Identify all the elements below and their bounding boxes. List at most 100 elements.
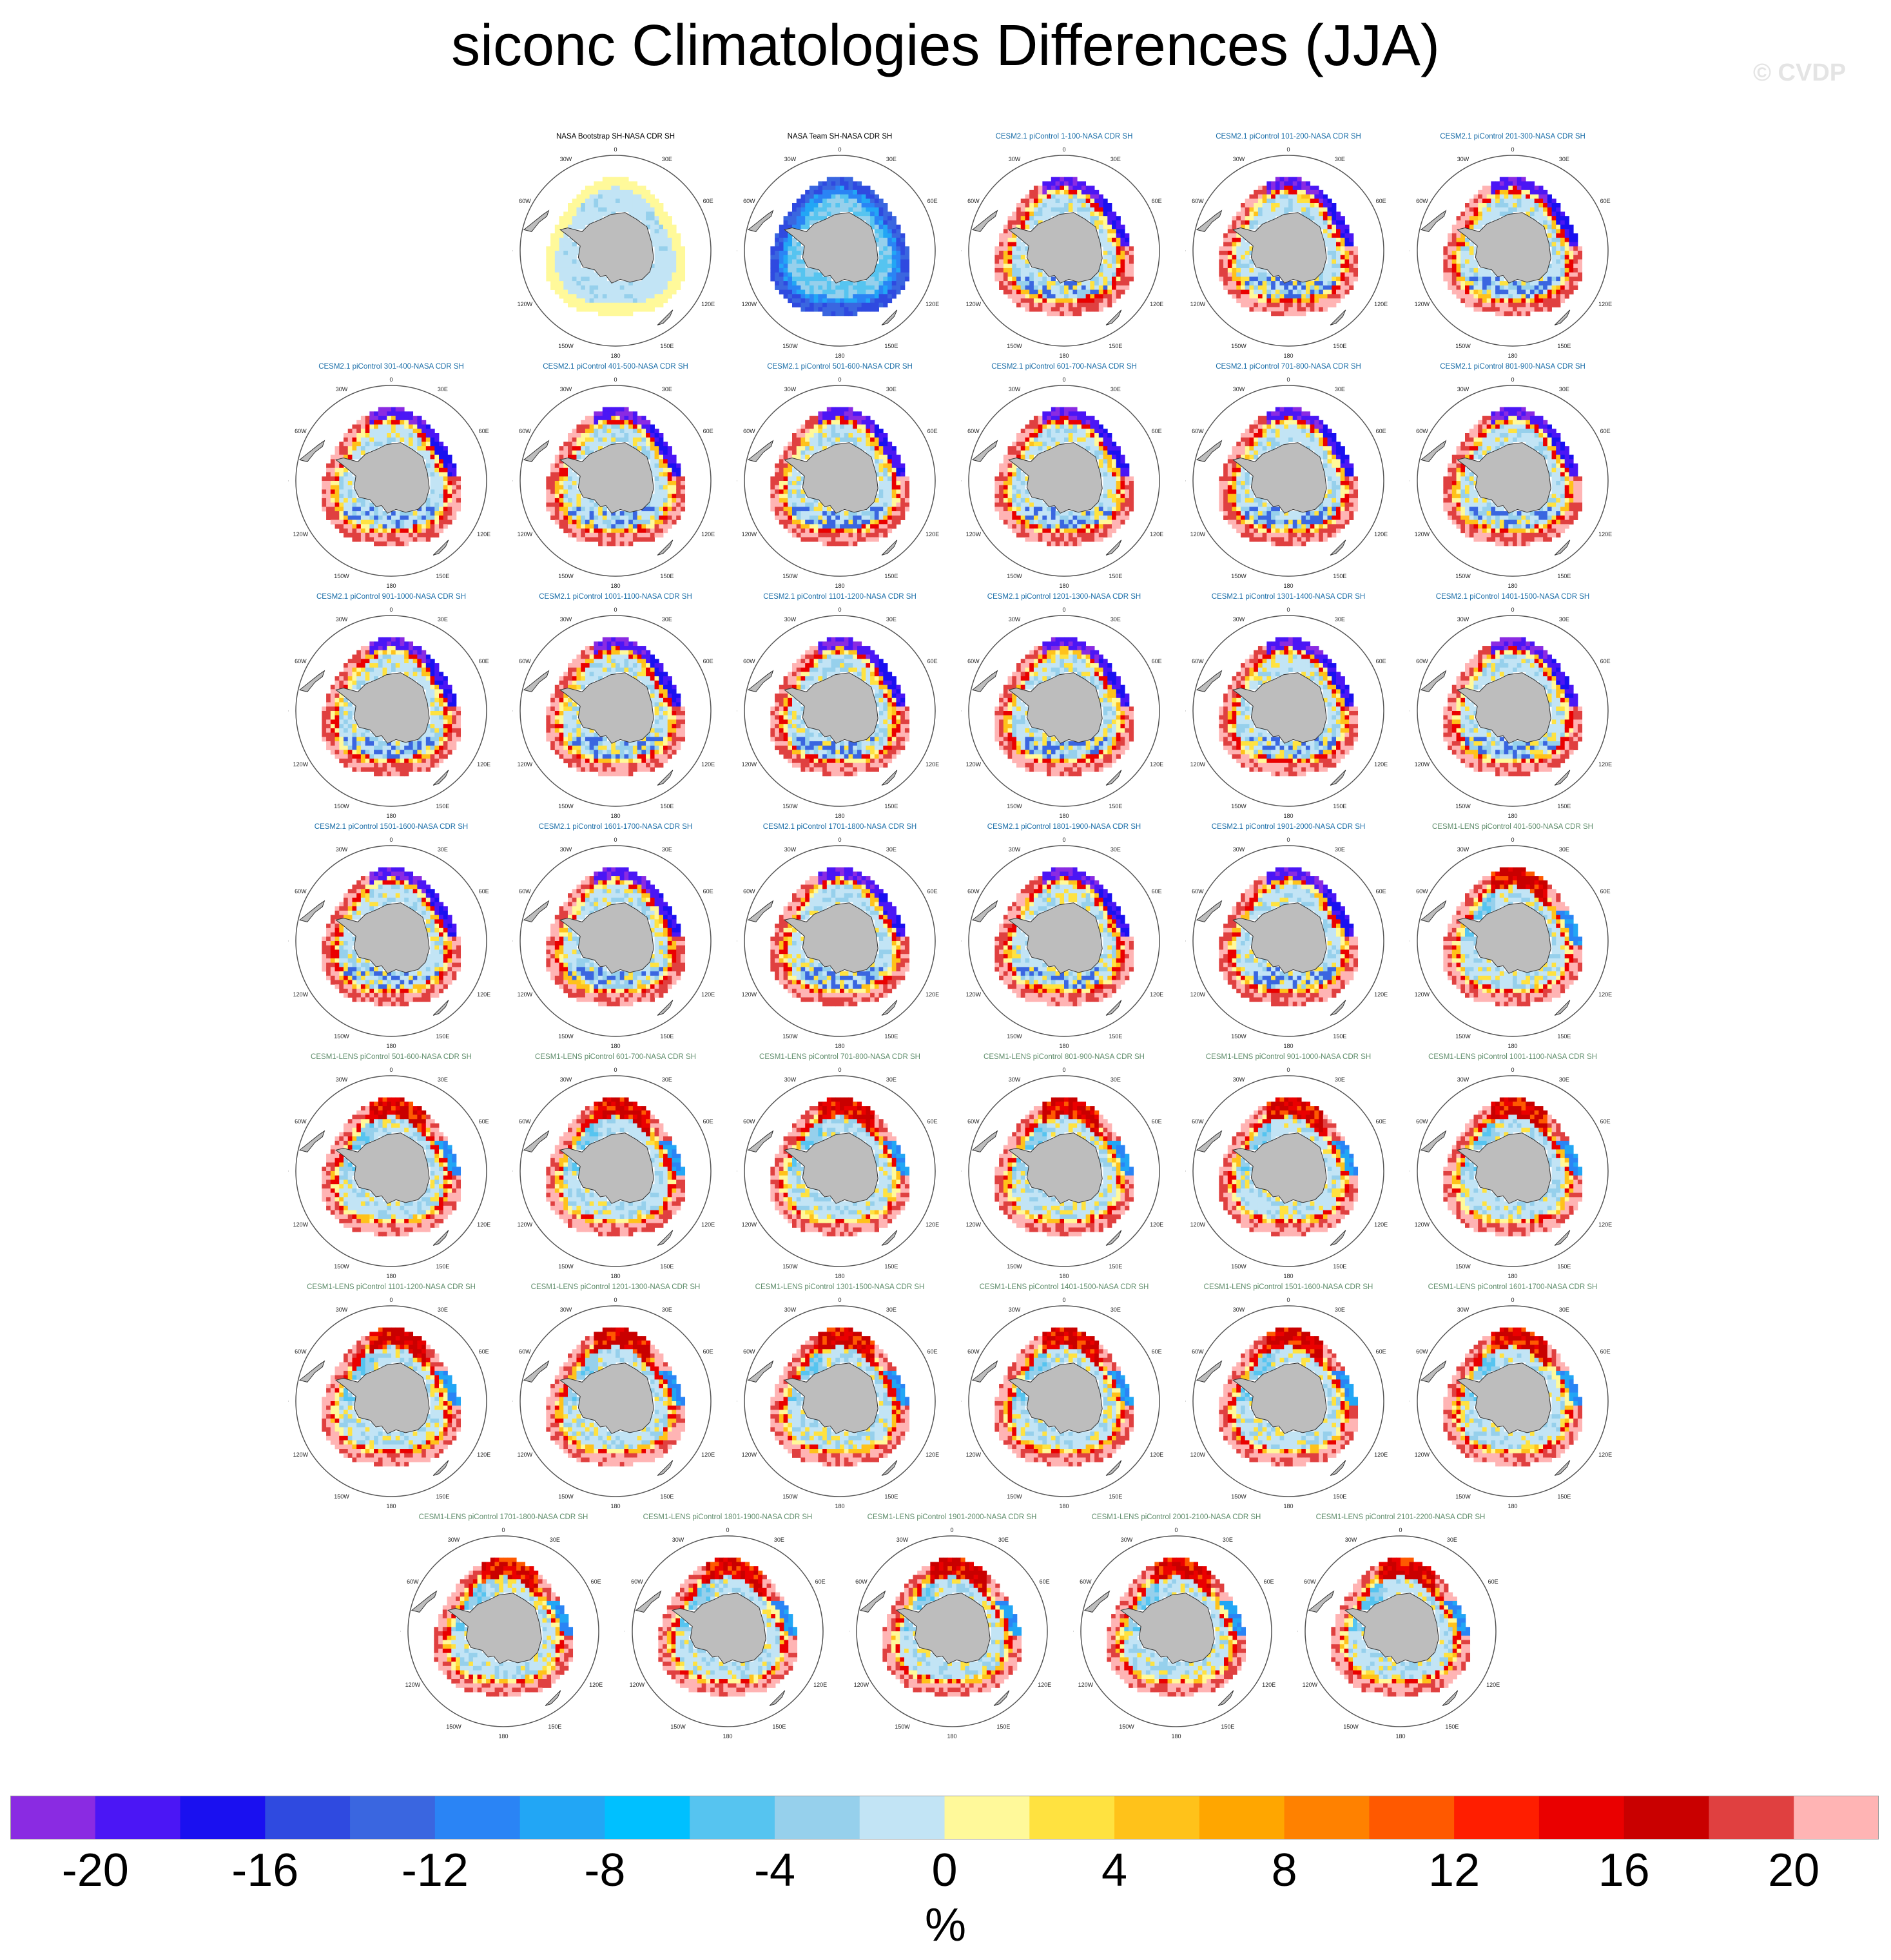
map-label-bottom: 180 xyxy=(1283,1043,1293,1048)
map-label-upper-left-inner: 30W xyxy=(1233,616,1245,623)
antarctica-landmass xyxy=(559,1363,654,1434)
map-label-lower-right-inner: 150E xyxy=(1557,343,1571,349)
map-label-upper-left-outer: 60W xyxy=(631,1578,643,1585)
map-label-lower-left-inner: 150W xyxy=(446,1723,461,1730)
map-label-upper-left-inner: 30W xyxy=(336,616,348,623)
map-label-upper-left-inner: 30W xyxy=(560,1076,572,1083)
sea-ice-difference-field xyxy=(770,177,910,316)
map-label-upper-left-outer: 60W xyxy=(967,198,980,204)
colorbar-labels: -20 -16 -12 -8 -4 0 4 8 12 16 20 xyxy=(0,1847,1891,1905)
polar-map: 018090W90E30W30E60W60E120W120E150W150E xyxy=(961,837,1163,1048)
map-label-lower-left-outer: 120W xyxy=(742,1451,757,1458)
map-label-lower-left-inner: 150W xyxy=(1231,1033,1246,1040)
map-label-upper-left-outer: 60W xyxy=(519,1118,531,1125)
map-label-upper-left-outer: 60W xyxy=(1080,1578,1092,1585)
map-panel: CESM1-LENS piControl 1001-1100-NASA CDR … xyxy=(1410,1053,1616,1278)
map-label-upper-right-inner: 30E xyxy=(1559,386,1569,393)
panel-title: CESM1-LENS piControl 1901-2000-NASA CDR … xyxy=(849,1513,1055,1522)
map-label-top: 0 xyxy=(1062,837,1065,843)
map-boundary xyxy=(744,1075,936,1267)
panel-title: CESM2.1 piControl 101-200-NASA CDR SH xyxy=(1185,132,1392,141)
map-label-lower-left-inner: 150W xyxy=(558,1263,574,1270)
polar-map: 018090W90E30W30E60W60E120W120E150W150E xyxy=(1410,837,1612,1048)
new-zealand-landmass xyxy=(657,770,674,786)
map-label-lower-left-inner: 150W xyxy=(1007,1033,1022,1040)
map-label-lower-right-outer: 120E xyxy=(589,1682,603,1688)
map-panel: CESM1-LENS piControl 1401-1500-NASA CDR … xyxy=(961,1283,1167,1508)
map-label-lower-left-outer: 120W xyxy=(518,531,533,538)
map-label-upper-left-outer: 60W xyxy=(519,428,531,434)
sea-ice-difference-field xyxy=(770,867,910,1007)
map-boundary xyxy=(1192,1075,1384,1267)
map-label-bottom: 180 xyxy=(1283,813,1293,818)
map-label-upper-left-inner: 30W xyxy=(448,1537,460,1543)
map-label-lower-left-outer: 120W xyxy=(293,1221,309,1228)
map-label-lower-left-outer: 120W xyxy=(742,531,757,538)
map-label-upper-right-inner: 30E xyxy=(886,156,897,162)
map-label-upper-right-inner: 30E xyxy=(886,846,897,853)
map-label-lower-right-inner: 150E xyxy=(436,573,449,579)
map-label-upper-left-inner: 30W xyxy=(1009,616,1021,623)
panel-title: NASA Team SH-NASA CDR SH xyxy=(737,132,943,141)
map-boundary xyxy=(968,845,1160,1037)
map-label-bottom: 180 xyxy=(1508,813,1517,818)
south-america-landmass xyxy=(747,440,774,462)
map-label-upper-right-inner: 30E xyxy=(662,156,672,162)
map-boundary xyxy=(295,1075,487,1267)
map-label-upper-left-inner: 30W xyxy=(336,386,348,393)
map-panel: CESM2.1 piControl 601-700-NASA CDR SH 0 18… xyxy=(961,362,1167,588)
sea-ice-difference-field xyxy=(882,1557,1022,1697)
panel-title: CESM2.1 piControl 1301-1400-NASA CDR SH xyxy=(1185,592,1392,601)
polar-map: 018090W90E30W30E60W60E120W120E150W150E xyxy=(961,146,1163,358)
antarctica-landmass xyxy=(335,902,430,974)
map-label-upper-left-outer: 60W xyxy=(1304,1578,1316,1585)
new-zealand-landmass xyxy=(1105,1000,1122,1016)
colorbar-swatch xyxy=(1454,1796,1540,1839)
south-america-landmass xyxy=(971,670,998,692)
map-label-upper-right-outer: 60E xyxy=(1152,658,1162,665)
map-label-lower-left-outer: 120W xyxy=(1190,761,1206,768)
new-zealand-landmass xyxy=(1105,770,1122,786)
new-zealand-landmass xyxy=(881,1000,898,1016)
map-label-lower-right-outer: 120E xyxy=(477,991,490,998)
map-label-lower-left-outer: 120W xyxy=(742,761,757,768)
map-label-upper-right-inner: 30E xyxy=(662,846,672,853)
south-america-landmass xyxy=(1308,1590,1335,1613)
map-panel: CESM1-LENS piControl 401-500-NASA CDR SH… xyxy=(1410,822,1616,1048)
south-america-landmass xyxy=(1196,1130,1223,1152)
map-label-lower-right-inner: 150E xyxy=(884,803,898,810)
map-label-upper-left-inner: 30W xyxy=(1009,386,1021,393)
south-america-landmass xyxy=(298,440,325,462)
map-label-upper-right-outer: 60E xyxy=(703,198,713,204)
map-label-lower-right-outer: 120E xyxy=(1598,991,1612,998)
map-label-lower-right-outer: 120E xyxy=(813,1682,827,1688)
map-label-top: 0 xyxy=(838,837,841,843)
map-label-upper-right-inner: 30E xyxy=(1559,1076,1569,1083)
map-label-lower-left-inner: 150W xyxy=(1231,343,1246,349)
map-label-lower-left-outer: 120W xyxy=(1078,1682,1094,1688)
polar-map: 018090W90E30W30E60W60E120W120E150W150E xyxy=(849,1527,1051,1738)
map-boundary xyxy=(519,1075,712,1267)
map-label-top: 0 xyxy=(1174,1527,1178,1533)
south-america-landmass xyxy=(523,1130,550,1152)
map-label-bottom: 180 xyxy=(386,1273,396,1278)
map-label-upper-left-inner: 30W xyxy=(560,386,572,393)
map-label-upper-left-outer: 60W xyxy=(295,658,307,665)
map-label-upper-right-outer: 60E xyxy=(815,1578,826,1585)
map-label-upper-left-inner: 30W xyxy=(1121,1537,1133,1543)
map-label-lower-right-outer: 120E xyxy=(701,1221,715,1228)
map-boundary xyxy=(968,155,1160,347)
polar-map: 018090W90E30W30E60W60E120W120E150W150E xyxy=(1185,1297,1388,1508)
panel-title: CESM1-LENS piControl 1101-1200-NASA CDR … xyxy=(288,1283,494,1292)
map-label-upper-left-outer: 60W xyxy=(407,1578,419,1585)
map-label-lower-right-inner: 150E xyxy=(884,573,898,579)
map-label-left: 90W xyxy=(512,1170,513,1176)
polar-map: 018090W90E30W30E60W60E120W120E150W150E xyxy=(737,837,939,1048)
map-label-lower-left-inner: 150W xyxy=(1007,1493,1022,1500)
map-label-bottom: 180 xyxy=(1059,583,1069,588)
panel-title: CESM1-LENS piControl 2001-2100-NASA CDR … xyxy=(1073,1513,1279,1522)
map-label-top: 0 xyxy=(614,146,617,153)
new-zealand-landmass xyxy=(1442,1690,1459,1706)
map-label-upper-left-outer: 60W xyxy=(295,1348,307,1355)
colorbar-swatch xyxy=(434,1796,521,1839)
